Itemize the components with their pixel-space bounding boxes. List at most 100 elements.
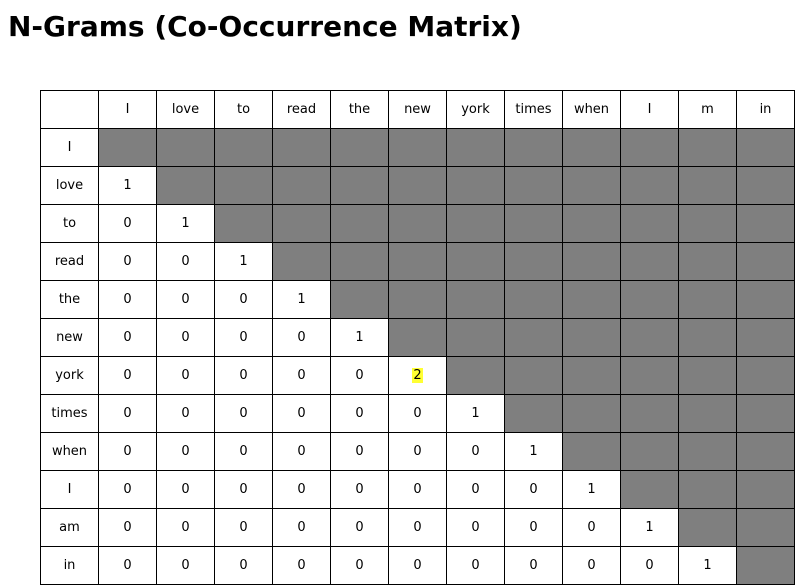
matrix-cell: 0 [446,470,505,509]
matrix-cell: 1 [156,204,215,243]
matrix-cell: 1 [678,546,737,585]
shaded-cell [446,242,505,281]
table-row: the 0 0 0 1 [40,280,795,319]
shaded-cell [736,356,795,395]
matrix-cell: 0 [98,470,157,509]
matrix-cell: 0 [156,280,215,319]
shaded-cell [620,128,679,167]
row-label: times [40,394,99,433]
shaded-cell [736,432,795,471]
matrix-cell: 1 [98,166,157,205]
matrix-cell: 0 [272,432,331,471]
column-header: to [214,90,273,129]
shaded-cell [678,318,737,357]
shaded-cell [678,432,737,471]
matrix-cell: 0 [156,318,215,357]
row-label: read [40,242,99,281]
matrix-cell: 0 [214,546,273,585]
shaded-cell [562,280,621,319]
shaded-cell [504,356,563,395]
shaded-cell [388,128,447,167]
shaded-cell [562,318,621,357]
matrix-cell: 1 [620,508,679,547]
shaded-cell [388,318,447,357]
matrix-cell: 0 [98,280,157,319]
matrix-cell: 0 [214,508,273,547]
shaded-cell [620,470,679,509]
matrix-cell: 1 [214,242,273,281]
matrix-cell: 0 [446,432,505,471]
table-row: read 0 0 1 [40,242,795,281]
table-row: york 0 0 0 0 0 2 [40,356,795,395]
matrix-cell: 0 [98,394,157,433]
shaded-cell [736,318,795,357]
shaded-cell [620,432,679,471]
matrix-cell: 0 [272,508,331,547]
matrix-cell: 0 [98,546,157,585]
matrix-cell: 0 [330,394,389,433]
shaded-cell [272,242,331,281]
highlighted-value: 2 [412,368,423,383]
table-row: am 0 0 0 0 0 0 0 0 0 1 [40,508,795,547]
page-title: N-Grams (Co-Occurrence Matrix) [8,10,522,43]
row-label: love [40,166,99,205]
shaded-cell [272,128,331,167]
matrix-cell: 0 [446,508,505,547]
shaded-cell [736,166,795,205]
row-label: york [40,356,99,395]
shaded-cell [330,204,389,243]
column-header: times [504,90,563,129]
shaded-cell [620,242,679,281]
shaded-cell [214,204,273,243]
shaded-cell [446,166,505,205]
shaded-cell [272,204,331,243]
row-label: I [40,470,99,509]
matrix-cell: 0 [388,432,447,471]
matrix-cell: 0 [156,242,215,281]
matrix-cell: 0 [214,394,273,433]
matrix-cell: 0 [214,280,273,319]
shaded-cell [446,356,505,395]
row-label: new [40,318,99,357]
row-label: when [40,432,99,471]
shaded-cell [156,166,215,205]
shaded-cell [504,242,563,281]
matrix-cell: 0 [98,432,157,471]
shaded-cell [736,280,795,319]
shaded-cell [214,166,273,205]
shaded-cell [678,166,737,205]
matrix-cell: 0 [330,470,389,509]
shaded-cell [446,204,505,243]
matrix-cell: 0 [272,546,331,585]
shaded-cell [562,166,621,205]
corner-cell [40,90,99,129]
shaded-cell [678,204,737,243]
shaded-cell [620,394,679,433]
matrix-cell: 2 [388,356,447,395]
shaded-cell [736,128,795,167]
matrix-cell: 0 [446,546,505,585]
table-row: times 0 0 0 0 0 0 1 [40,394,795,433]
shaded-cell [504,394,563,433]
shaded-cell [678,508,737,547]
shaded-cell [562,432,621,471]
shaded-cell [620,318,679,357]
shaded-cell [620,356,679,395]
matrix-cell: 0 [504,508,563,547]
matrix-cell: 0 [330,356,389,395]
matrix-cell: 0 [272,356,331,395]
column-header: york [446,90,505,129]
shaded-cell [98,128,157,167]
row-label: in [40,546,99,585]
matrix-cell: 0 [156,432,215,471]
matrix-cell: 0 [98,242,157,281]
shaded-cell [678,394,737,433]
shaded-cell [678,470,737,509]
shaded-cell [156,128,215,167]
shaded-cell [214,128,273,167]
column-header: when [562,90,621,129]
matrix-cell: 0 [388,508,447,547]
matrix-cell: 0 [156,546,215,585]
